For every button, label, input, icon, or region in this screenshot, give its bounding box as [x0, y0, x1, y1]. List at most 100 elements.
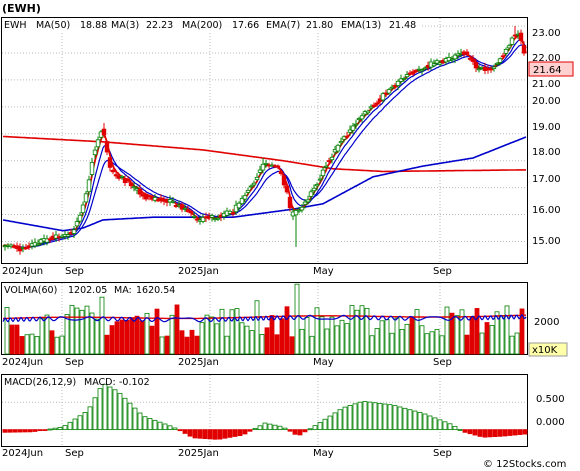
macd-bar — [222, 429, 228, 439]
macd-bar — [217, 429, 223, 440]
macd-bar — [417, 412, 423, 431]
volume-ma-blue — [2, 313, 527, 323]
volume-bar — [274, 334, 280, 355]
candle-body — [503, 48, 509, 54]
candle-body — [23, 247, 29, 250]
volume-bar — [404, 323, 410, 355]
macd-bar — [272, 424, 278, 431]
macd-bar — [167, 425, 173, 431]
candle-body — [281, 175, 287, 186]
candle-body — [179, 204, 185, 210]
x-label: 2024Jun — [2, 448, 43, 459]
legend-ma200-value: 17.66 — [232, 20, 259, 31]
macd-bar — [307, 428, 313, 431]
volume-bar — [439, 335, 445, 355]
x-label: 2025Jan — [178, 357, 219, 368]
candle-body — [410, 71, 416, 75]
volume-bar — [484, 322, 490, 355]
macd-bar — [507, 429, 513, 436]
volume-bar — [44, 314, 50, 355]
candle-body — [233, 204, 239, 213]
candle-body — [278, 171, 284, 175]
macd-bar — [497, 429, 503, 437]
volume-bar — [489, 325, 495, 355]
volume-bar — [264, 327, 270, 355]
volume-bar — [359, 305, 365, 355]
candle-body — [521, 45, 527, 54]
candle-body — [248, 185, 254, 188]
candle-body — [365, 110, 371, 114]
macd-bar — [237, 429, 243, 437]
volume-bar — [244, 325, 250, 355]
volume-bar — [4, 307, 10, 355]
candle-body — [92, 149, 98, 156]
x-label: Sep — [65, 357, 84, 368]
price-tick: 18.00 — [532, 147, 561, 158]
volma-name: VOLMA(60) — [4, 285, 57, 296]
candle-body — [107, 157, 113, 168]
candle-body — [254, 176, 260, 181]
candle-body — [449, 58, 455, 61]
volume-bar — [444, 306, 450, 355]
volume-bar — [194, 335, 200, 355]
candle-body — [314, 184, 320, 187]
volume-bar — [14, 324, 20, 355]
candle-body — [335, 144, 341, 152]
volume-bar — [184, 336, 190, 355]
symbol-label: EWH — [4, 20, 27, 31]
candle-body — [380, 93, 386, 101]
volume-bar — [239, 322, 245, 355]
candle-body — [473, 62, 479, 69]
macd-bar — [482, 429, 488, 438]
volume-bar — [179, 330, 185, 355]
legend-ema13-name: EMA(13) — [341, 20, 381, 31]
volume-bar — [309, 335, 315, 355]
volume-bar — [494, 311, 500, 355]
volume-bar — [199, 322, 205, 355]
candle-body — [497, 58, 503, 63]
volume-bar — [9, 324, 15, 355]
candle-body — [452, 54, 458, 60]
macd-bar — [342, 406, 348, 431]
volume-bar — [19, 336, 25, 355]
candle-body — [17, 246, 23, 252]
macd-bar — [422, 413, 428, 431]
volume-bar — [134, 315, 140, 355]
macd-bar — [197, 429, 203, 439]
volume-bar — [299, 328, 305, 355]
macd-bar — [77, 415, 83, 431]
candle-body — [263, 163, 269, 165]
candle-body — [44, 238, 50, 243]
price-tick: 15.00 — [532, 236, 561, 247]
macd-bar — [67, 421, 73, 431]
candle-body — [230, 212, 236, 215]
volume-bars — [4, 283, 525, 355]
candle-body — [77, 214, 83, 222]
legend-ma50-name: MA(50) — [36, 20, 70, 31]
volume-bar — [174, 304, 180, 355]
candle-body — [83, 193, 89, 203]
volume-bar — [269, 315, 275, 355]
price-tick: 17.00 — [532, 174, 561, 185]
macd-histogram — [2, 383, 528, 440]
volume-bar — [339, 319, 345, 355]
candle-body — [152, 197, 158, 201]
volume-bar — [504, 305, 510, 355]
x-label: May — [313, 448, 334, 459]
candle-body — [137, 188, 143, 195]
volume-bar — [59, 335, 65, 355]
volume-bar — [79, 309, 85, 355]
volume-bar — [54, 336, 60, 355]
macd-legend: MACD(26,12,9) MACD: -0.102 — [4, 377, 150, 388]
macd-bar — [137, 412, 143, 431]
x-label: Sep — [433, 448, 452, 459]
volume-legend: VOLMA(60) 1202.05 MA: 1620.54 — [4, 285, 175, 296]
volume-bar — [154, 308, 160, 355]
candle-body — [95, 139, 101, 148]
macd-bar — [392, 405, 398, 431]
volume-ma-value: 1620.54 — [136, 285, 175, 296]
candle-body — [350, 125, 356, 131]
macd-bar — [147, 418, 153, 431]
macd-bar — [302, 429, 308, 433]
